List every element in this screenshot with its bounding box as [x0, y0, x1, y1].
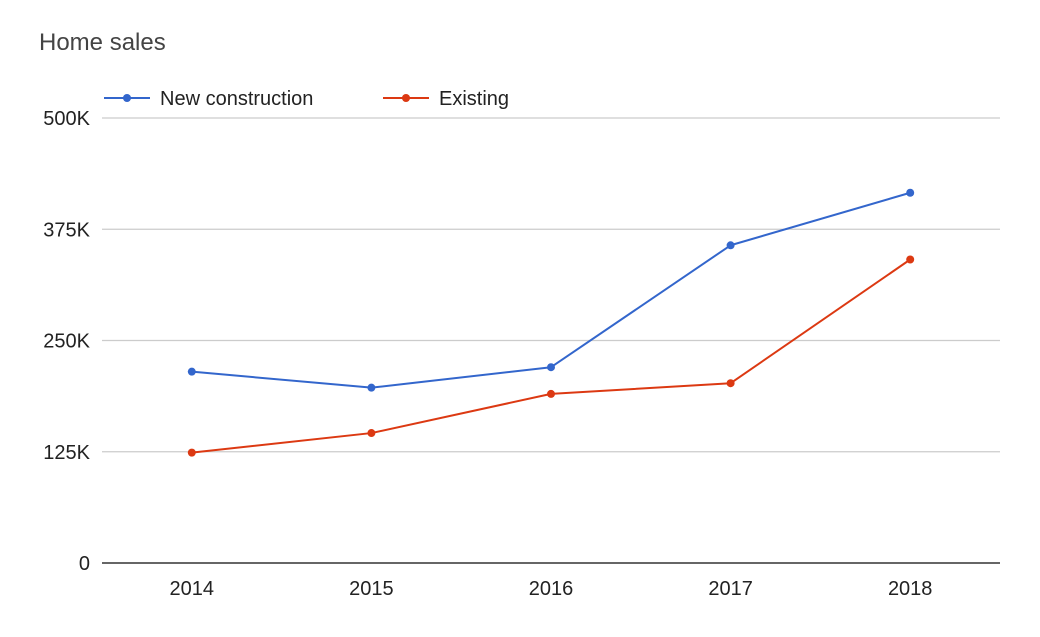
y-tick-label: 375K [43, 219, 90, 241]
data-point [726, 241, 735, 250]
gridlines [102, 117, 1000, 453]
y-tick-label: 0 [79, 553, 90, 575]
y-axis-ticks: 0 125K 250K 375K 500K [43, 108, 90, 575]
x-tick-label: 2015 [349, 578, 394, 600]
series-line [191, 258, 911, 454]
data-point [367, 429, 376, 438]
data-point [187, 448, 196, 457]
data-point [547, 389, 555, 398]
legend-item: New construction [104, 88, 313, 110]
legend-swatch-marker [123, 94, 131, 102]
y-tick-label: 125K [43, 442, 90, 464]
y-tick-label: 250K [43, 331, 90, 353]
x-tick-label: 2016 [529, 578, 574, 600]
legend-swatch-marker [402, 94, 410, 102]
series-layer [187, 188, 915, 457]
data-point [547, 363, 555, 372]
x-axis-ticks: 2014 2015 2016 2017 2018 [170, 578, 933, 600]
legend-label: Existing [439, 88, 509, 110]
x-tick-label: 2017 [708, 578, 753, 600]
x-tick-label: 2014 [170, 578, 215, 600]
series-0 [187, 188, 915, 392]
legend: New construction Existing [104, 88, 509, 110]
x-tick-label: 2018 [888, 578, 933, 600]
y-tick-label: 500K [43, 108, 90, 130]
data-point [906, 188, 915, 197]
data-point [726, 379, 735, 388]
data-point [187, 367, 196, 376]
series-1 [187, 255, 915, 457]
data-point [906, 255, 915, 264]
data-point [367, 383, 376, 392]
series-line [191, 191, 911, 389]
legend-label: New construction [160, 88, 313, 110]
legend-item: Existing [383, 88, 509, 110]
chart-title: Home sales [39, 29, 166, 56]
